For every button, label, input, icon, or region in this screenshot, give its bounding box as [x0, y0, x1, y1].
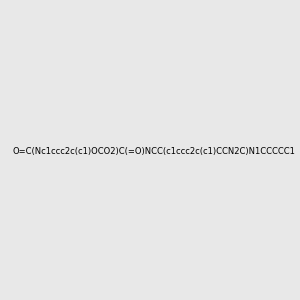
Text: O=C(Nc1ccc2c(c1)OCO2)C(=O)NCC(c1ccc2c(c1)CCN2C)N1CCCCC1: O=C(Nc1ccc2c(c1)OCO2)C(=O)NCC(c1ccc2c(c1… — [12, 147, 295, 156]
